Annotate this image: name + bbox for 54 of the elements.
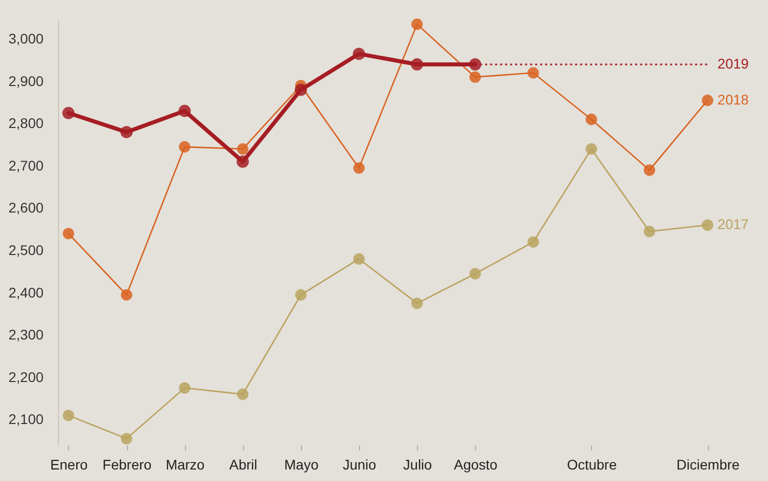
x-tick-label: Octubre bbox=[566, 456, 617, 472]
y-tick-label: 2,600 bbox=[8, 200, 44, 216]
point bbox=[120, 432, 132, 444]
y-tick-label: 2,500 bbox=[8, 242, 44, 258]
point bbox=[178, 141, 190, 153]
point bbox=[120, 126, 133, 138]
point bbox=[295, 289, 307, 301]
point bbox=[644, 226, 656, 238]
point bbox=[528, 236, 539, 248]
y-tick-label: 2,200 bbox=[8, 368, 44, 385]
point bbox=[353, 253, 365, 265]
point bbox=[62, 410, 74, 422]
point bbox=[120, 289, 132, 301]
x-tick-label: Diciembre bbox=[676, 456, 740, 472]
y-tick-label: 2,300 bbox=[8, 326, 44, 343]
text: 2019 bbox=[718, 55, 749, 72]
point bbox=[236, 156, 249, 168]
x-tick-label: Julio bbox=[403, 456, 432, 472]
series-label: 2017 bbox=[718, 216, 749, 232]
point bbox=[294, 84, 307, 96]
point bbox=[702, 94, 714, 106]
point bbox=[62, 228, 74, 240]
x-tick-label: Mayo bbox=[284, 456, 319, 472]
point bbox=[62, 106, 75, 120]
x-tick-label: Abril bbox=[229, 456, 258, 472]
point bbox=[352, 48, 366, 60]
point bbox=[469, 58, 482, 71]
point bbox=[178, 382, 190, 394]
point bbox=[178, 104, 191, 118]
x-tick-label: Junio bbox=[342, 456, 376, 472]
point bbox=[644, 164, 656, 176]
point bbox=[528, 67, 539, 79]
y-tick-label: 2,800 bbox=[8, 115, 44, 132]
y-tick-label: 2,100 bbox=[8, 411, 44, 428]
x-tick-label: Agosto bbox=[454, 456, 498, 472]
series-label: 2018 bbox=[718, 91, 749, 108]
x-tick-label: Marzo bbox=[166, 456, 205, 472]
y-tick-label: 3,000 bbox=[8, 30, 44, 47]
point bbox=[586, 143, 598, 155]
point bbox=[237, 388, 248, 400]
point bbox=[411, 18, 423, 30]
point bbox=[586, 114, 598, 126]
point bbox=[410, 58, 424, 71]
point bbox=[469, 71, 481, 83]
point bbox=[353, 162, 365, 174]
x-tick-label: Febrero bbox=[102, 456, 152, 472]
point bbox=[411, 298, 423, 310]
y-tick-label: 2,400 bbox=[8, 284, 44, 300]
y-tick-label: 2,700 bbox=[8, 157, 44, 174]
point bbox=[469, 268, 481, 280]
x-tick-label: Enero bbox=[50, 456, 88, 472]
point bbox=[237, 143, 248, 155]
y-tick-label: 2,900 bbox=[8, 72, 44, 89]
point bbox=[702, 219, 714, 231]
